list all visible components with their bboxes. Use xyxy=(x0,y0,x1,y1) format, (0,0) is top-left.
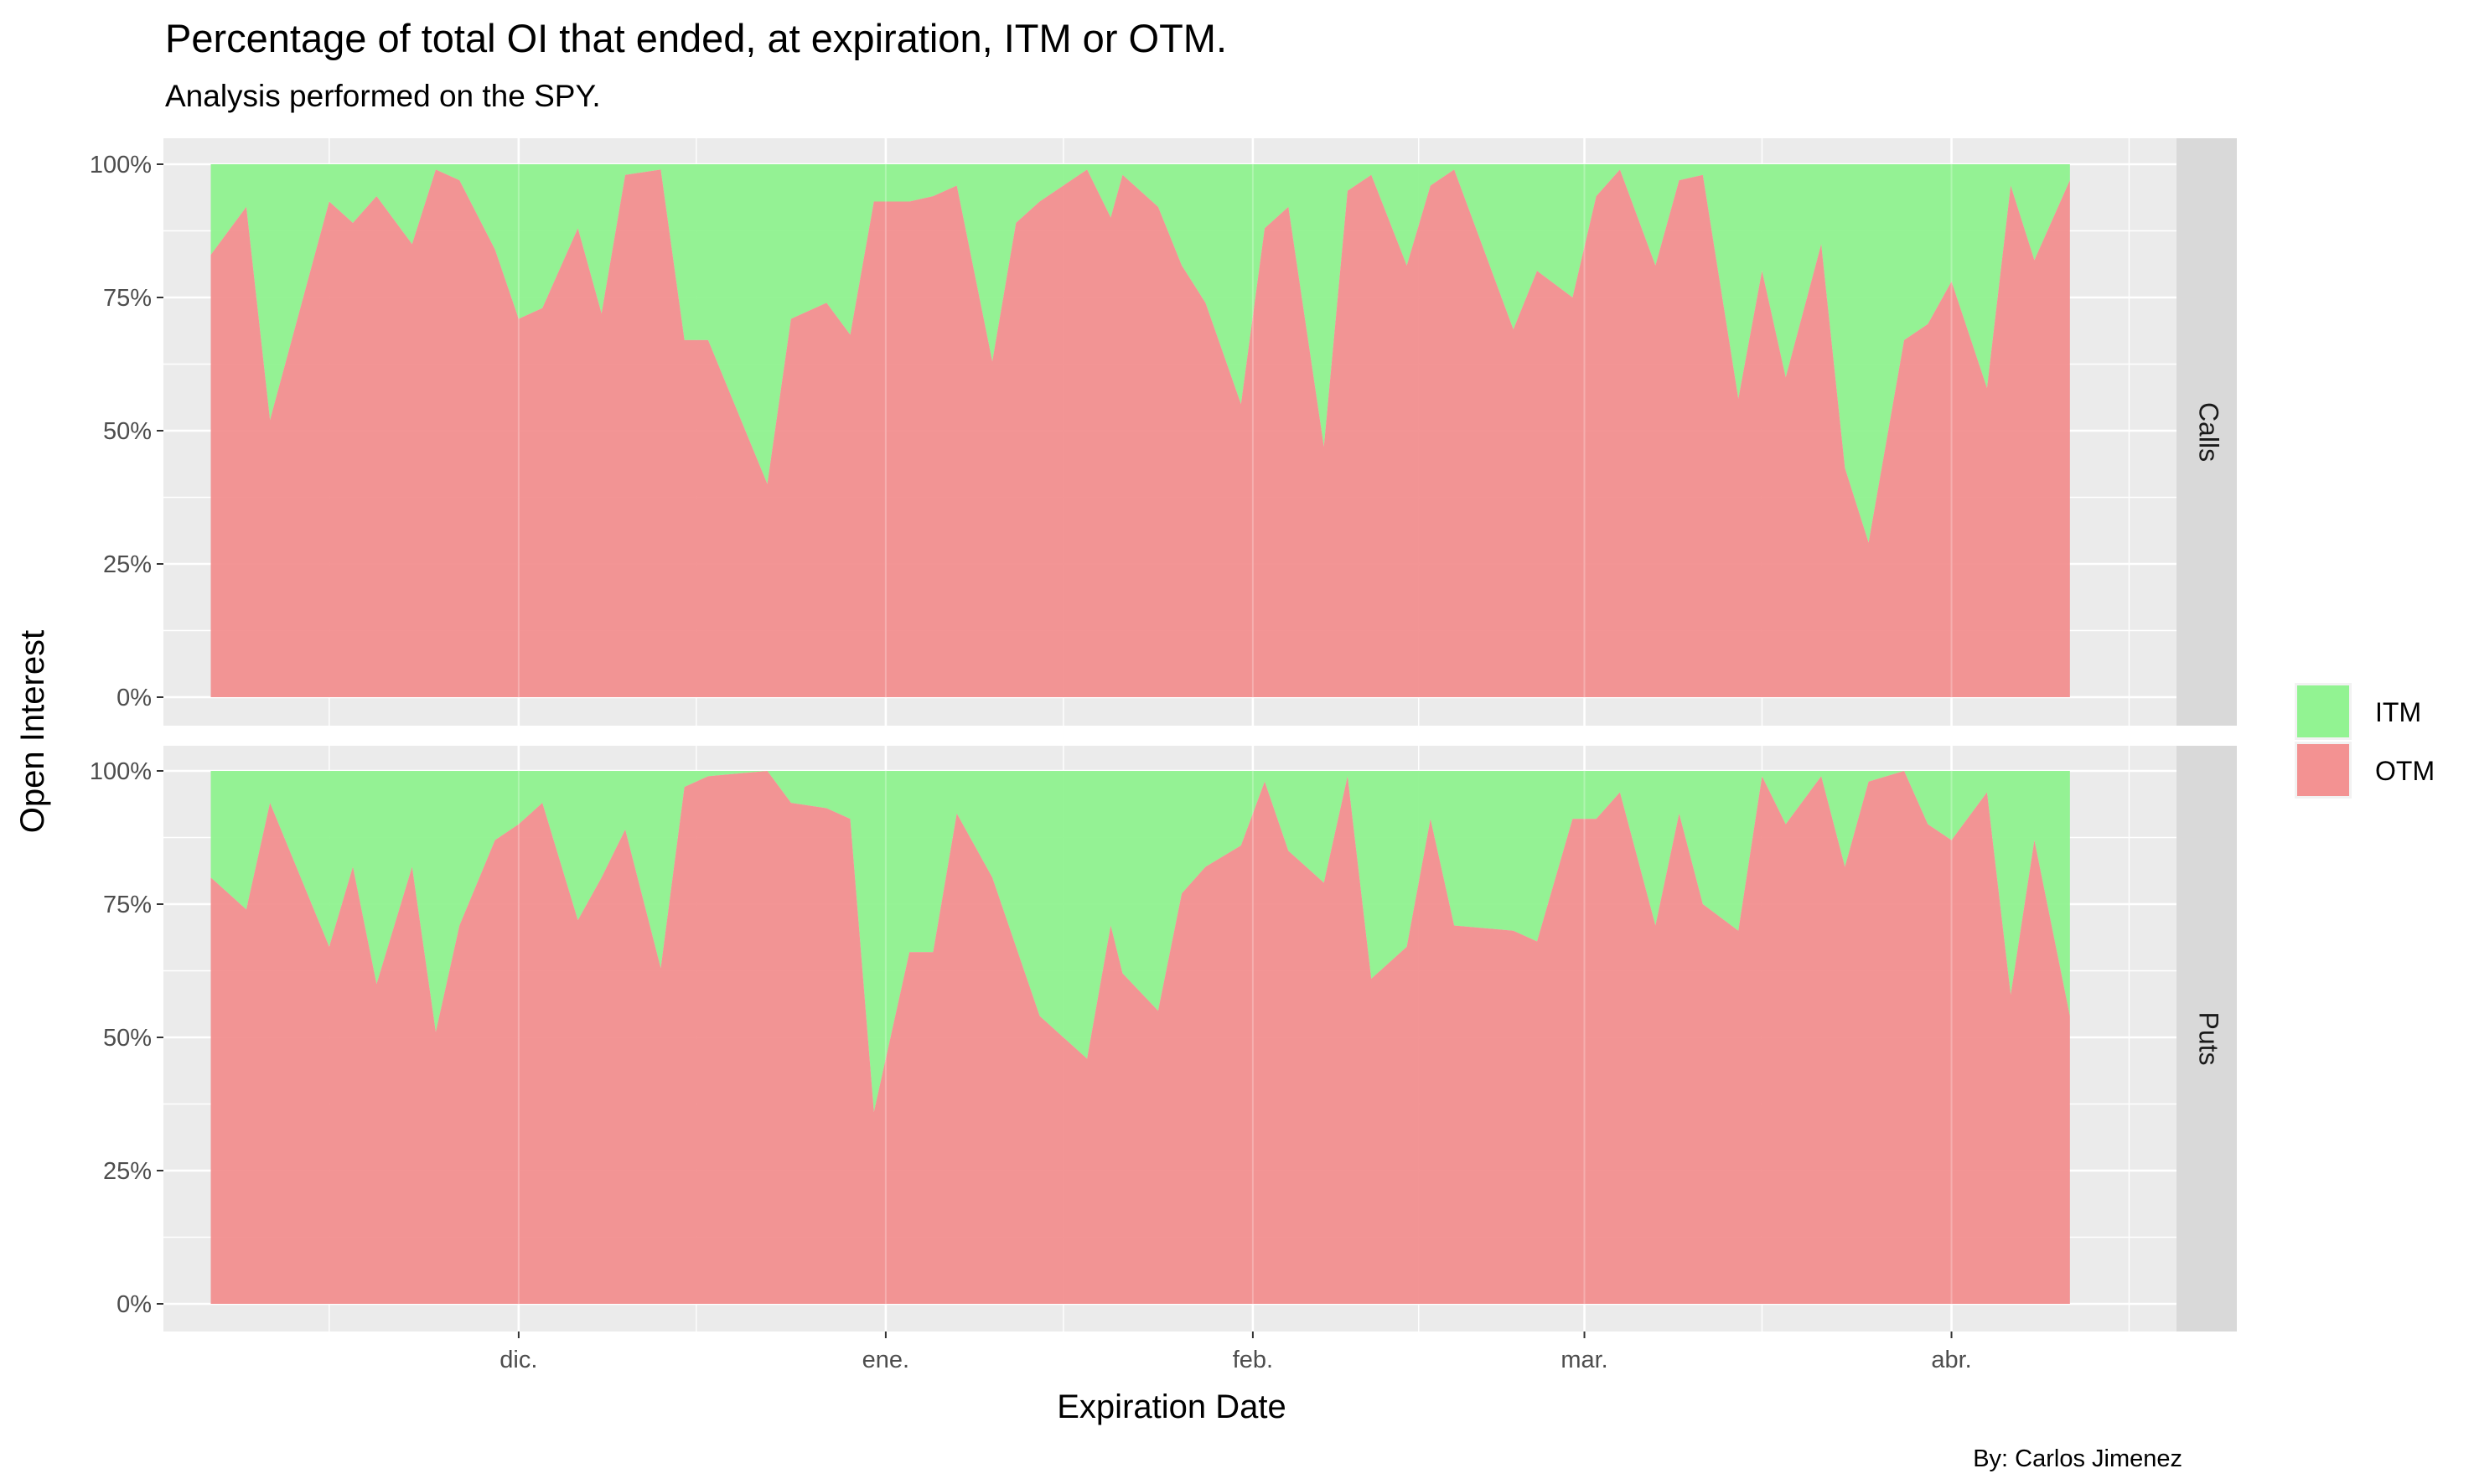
legend-label-otm: OTM xyxy=(2375,756,2435,786)
x-tick-label: abr. xyxy=(1931,1347,1971,1373)
x-tick-label: mar. xyxy=(1560,1347,1607,1373)
facet-strip-label: Puts xyxy=(2194,1011,2224,1065)
legend: ITM OTM xyxy=(2295,683,2435,799)
chart-title: Percentage of total OI that ended, at ex… xyxy=(165,16,1227,60)
facet-panels: 0% 25% 50% 75% 100% Calls 0% 25% 50% 75% 100% Puts xyxy=(90,138,2237,1331)
y-tick-label: 25% xyxy=(103,551,152,578)
y-tick-label: 25% xyxy=(103,1158,152,1185)
facet-panel-puts: 0% 25% 50% 75% 100% Puts xyxy=(90,746,2237,1331)
legend-swatch-itm xyxy=(2297,685,2349,737)
y-tick-label: 0% xyxy=(116,1291,152,1318)
area-itm xyxy=(210,164,2070,543)
facet-strip xyxy=(2176,138,2237,726)
area-otm xyxy=(210,771,2070,1304)
facet-strip xyxy=(2176,746,2237,1331)
legend-swatch-otm xyxy=(2297,744,2349,796)
y-tick-label: 50% xyxy=(103,1025,152,1052)
facet-panel-calls: 0% 25% 50% 75% 100% Calls xyxy=(90,138,2237,726)
x-tick-label: feb. xyxy=(1233,1347,1273,1373)
x-axis: dic. ene. feb. mar. abr. xyxy=(499,1331,1972,1373)
legend-label-itm: ITM xyxy=(2375,697,2421,727)
x-axis-title: Expiration Date xyxy=(1057,1388,1286,1425)
y-tick-label: 50% xyxy=(103,418,152,445)
y-tick-label: 0% xyxy=(116,685,152,711)
area-otm xyxy=(210,169,2070,698)
y-tick-label: 75% xyxy=(103,892,152,918)
chart-caption: By: Carlos Jimenez xyxy=(1973,1445,2182,1472)
area-itm xyxy=(210,771,2070,1113)
y-tick-label: 75% xyxy=(103,285,152,312)
x-tick-label: ene. xyxy=(862,1347,909,1373)
x-tick-label: dic. xyxy=(499,1347,537,1373)
facet-strip-label: Calls xyxy=(2194,402,2224,462)
y-tick-label: 100% xyxy=(90,758,152,785)
y-axis-title: Open Interest xyxy=(14,630,51,833)
y-tick-label: 100% xyxy=(90,152,152,178)
chart-subtitle: Analysis performed on the SPY. xyxy=(165,79,601,113)
